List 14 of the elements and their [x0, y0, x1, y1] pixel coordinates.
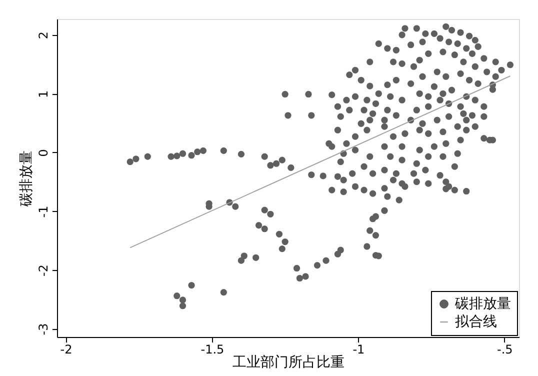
x-tick-label: -1.5: [200, 342, 224, 356]
y-tick-label: -3: [36, 323, 50, 336]
legend-label: 拟合线: [455, 314, 497, 330]
y-tick-label: -1: [36, 206, 50, 218]
x-axis-title: 工业部门所占比重: [232, 354, 344, 370]
y-tick-label: 2: [36, 32, 50, 40]
y-axis-title: 碳排放量: [18, 150, 34, 208]
x-tick-label: -2: [60, 342, 72, 356]
y-tick-label: -2: [36, 264, 50, 276]
y-tick-label: 0: [36, 149, 50, 157]
y-tick-label: 1: [36, 90, 50, 98]
x-tick-label: -1: [352, 342, 365, 356]
x-tick-label: -.5: [496, 342, 513, 356]
legend-label: 碳排放量: [454, 296, 511, 312]
